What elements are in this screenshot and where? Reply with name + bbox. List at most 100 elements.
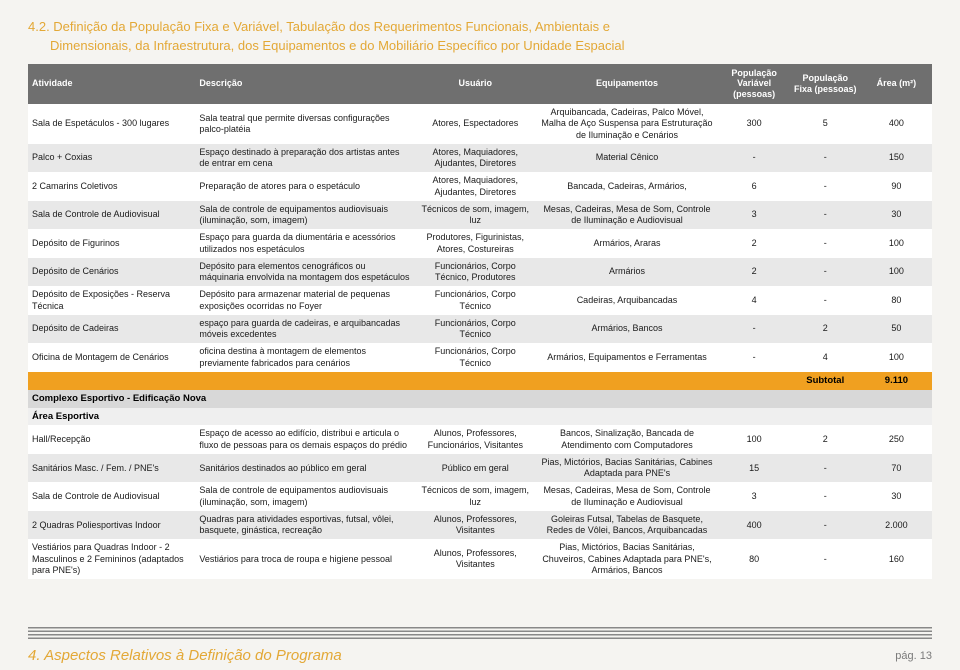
table-cell: -	[790, 482, 861, 511]
table-cell: Sala de controle de equipamentos audiovi…	[195, 201, 415, 230]
table-cell: Quadras para atividades esportivas, futs…	[195, 511, 415, 540]
table-cell: Produtores, Figurinistas, Atores, Costur…	[415, 229, 535, 258]
table-cell: Sanitários Masc. / Fem. / PNE's	[28, 454, 195, 483]
table-cell: 160	[861, 539, 932, 579]
table-cell: 80	[719, 539, 790, 579]
table-cell: 150	[861, 144, 932, 173]
table-cell: Goleiras Futsal, Tabelas de Basquete, Re…	[535, 511, 718, 540]
table-cell: 400	[861, 104, 932, 144]
table-cell: 6	[719, 172, 790, 201]
col-pop-fixa: População Fixa (pessoas)	[790, 64, 861, 104]
table-cell: Cadeiras, Arquibancadas	[535, 286, 718, 315]
table-cell: Vestiários para troca de roupa e higiene…	[195, 539, 415, 579]
table-cell: -	[790, 229, 861, 258]
table-cell: Subtotal	[790, 372, 861, 390]
table-cell: 2 Camarins Coletivos	[28, 172, 195, 201]
heading-line1: 4.2. Definição da População Fixa e Variá…	[28, 19, 610, 34]
table-cell: Sala de Espetáculos - 300 lugares	[28, 104, 195, 144]
table-cell: Preparação de atores para o espetáculo	[195, 172, 415, 201]
table-cell: -	[790, 144, 861, 173]
col-atividade: Atividade	[28, 64, 195, 104]
table-cell: Depósito de Cadeiras	[28, 315, 195, 344]
table-cell: 50	[861, 315, 932, 344]
table-cell: 100	[861, 229, 932, 258]
table-cell: Sanitários destinados ao público em gera…	[195, 454, 415, 483]
table-cell: Espaço para guarda da diumentária e aces…	[195, 229, 415, 258]
table-cell: Depósito para armazenar material de pequ…	[195, 286, 415, 315]
table-row: Sala de Controle de AudiovisualSala de c…	[28, 482, 932, 511]
table-cell: -	[790, 201, 861, 230]
table-cell: Hall/Recepção	[28, 425, 195, 454]
category-row: Complexo Esportivo - Edificação Nova	[28, 390, 932, 408]
table-cell: Oficina de Montagem de Cenários	[28, 343, 195, 372]
table-row: Sala de Espetáculos - 300 lugaresSala te…	[28, 104, 932, 144]
table-cell: 2	[719, 258, 790, 287]
table-cell: 4	[790, 343, 861, 372]
table-cell: Bancada, Cadeiras, Armários,	[535, 172, 718, 201]
table-row: 2 Camarins ColetivosPreparação de atores…	[28, 172, 932, 201]
table-cell: 90	[861, 172, 932, 201]
table-cell: Alunos, Professores, Funcionários, Visit…	[415, 425, 535, 454]
col-usuario: Usuário	[415, 64, 535, 104]
table-row: Sanitários Masc. / Fem. / PNE'sSanitário…	[28, 454, 932, 483]
table-cell: 15	[719, 454, 790, 483]
table-cell: Técnicos de som, imagem, luz	[415, 482, 535, 511]
table-row: Palco + CoxiasEspaço destinado à prepara…	[28, 144, 932, 173]
table-cell: 400	[719, 511, 790, 540]
table-cell: -	[790, 258, 861, 287]
footer-title: 4. Aspectos Relativos à Definição do Pro…	[28, 647, 342, 664]
table-row: 2 Quadras Poliesportivas IndoorQuadras p…	[28, 511, 932, 540]
table-cell: 100	[861, 343, 932, 372]
table-cell: Palco + Coxias	[28, 144, 195, 173]
table-cell: Armários, Araras	[535, 229, 718, 258]
table-cell: -	[719, 315, 790, 344]
table-cell: 3	[719, 201, 790, 230]
table-cell: 2 Quadras Poliesportivas Indoor	[28, 511, 195, 540]
table-cell: -	[719, 343, 790, 372]
table-row: Hall/RecepçãoEspaço de acesso ao edifíci…	[28, 425, 932, 454]
table-cell: Pias, Mictórios, Bacias Sanitárias, Cabi…	[535, 454, 718, 483]
table-row: Depósito de Cadeirasespaço para guarda d…	[28, 315, 932, 344]
table-cell: Armários, Bancos	[535, 315, 718, 344]
subtotal-row: Subtotal9.110	[28, 372, 932, 390]
table-row: Oficina de Montagem de Cenáriosoficina d…	[28, 343, 932, 372]
table-row: Depósito de CenáriosDepósito para elemen…	[28, 258, 932, 287]
table-cell: 250	[861, 425, 932, 454]
col-pop-variavel: População Variável (pessoas)	[719, 64, 790, 104]
requirements-table: Atividade Descrição Usuário Equipamentos…	[28, 64, 932, 580]
table-cell: 100	[719, 425, 790, 454]
table-cell: Complexo Esportivo - Edificação Nova	[28, 390, 932, 408]
table-row: Depósito de Exposições - Reserva Técnica…	[28, 286, 932, 315]
table-cell: 2	[790, 315, 861, 344]
table-cell: -	[790, 539, 861, 579]
table-cell: Arquibancada, Cadeiras, Palco Móvel, Mal…	[535, 104, 718, 144]
table-cell: 2.000	[861, 511, 932, 540]
table-cell: -	[790, 454, 861, 483]
table-cell: Sala de Controle de Audiovisual	[28, 482, 195, 511]
table-cell: 80	[861, 286, 932, 315]
table-cell: 3	[719, 482, 790, 511]
table-cell: Alunos, Professores, Visitantes	[415, 539, 535, 579]
table-cell: Sala teatral que permite diversas config…	[195, 104, 415, 144]
page-footer: 4. Aspectos Relativos à Definição do Pro…	[0, 627, 960, 670]
table-cell: 70	[861, 454, 932, 483]
table-header-row: Atividade Descrição Usuário Equipamentos…	[28, 64, 932, 104]
table-cell: Funcionários, Corpo Técnico	[415, 286, 535, 315]
table-cell: oficina destina à montagem de elementos …	[195, 343, 415, 372]
table-cell: Depósito para elementos cenográficos ou …	[195, 258, 415, 287]
table-cell: Funcionários, Corpo Técnico, Produtores	[415, 258, 535, 287]
table-cell: Depósito de Figurinos	[28, 229, 195, 258]
table-cell: 2	[719, 229, 790, 258]
table-cell: Bancos, Sinalização, Bancada de Atendime…	[535, 425, 718, 454]
table-cell: Armários, Equipamentos e Ferramentas	[535, 343, 718, 372]
footer-stripes	[28, 627, 932, 641]
table-cell: Funcionários, Corpo Técnico	[415, 315, 535, 344]
heading-line2: Dimensionais, da Infraestrutura, dos Equ…	[28, 37, 932, 56]
table-cell: 30	[861, 201, 932, 230]
table-cell: Vestiários para Quadras Indoor - 2 Mascu…	[28, 539, 195, 579]
table-cell: 4	[719, 286, 790, 315]
table-cell: Funcionários, Corpo Técnico	[415, 343, 535, 372]
table-cell: Espaço de acesso ao edifício, distribui …	[195, 425, 415, 454]
table-cell: Mesas, Cadeiras, Mesa de Som, Controle d…	[535, 201, 718, 230]
table-cell: espaço para guarda de cadeiras, e arquib…	[195, 315, 415, 344]
